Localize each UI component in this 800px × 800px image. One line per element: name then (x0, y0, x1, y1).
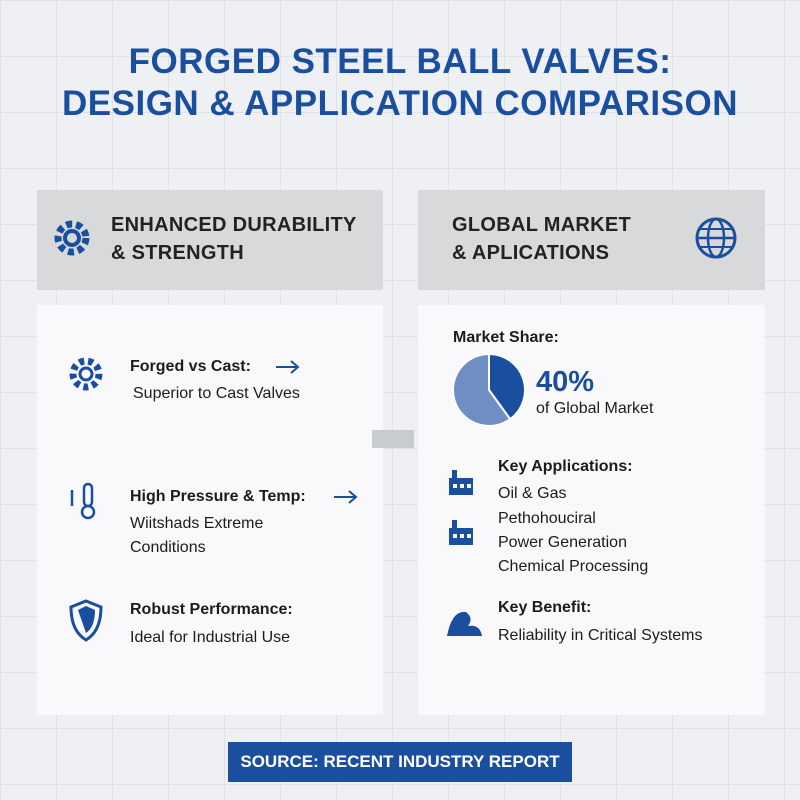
application: Chemical Processing (498, 558, 649, 575)
item-title: Forged vs Cast: (130, 358, 251, 375)
heading: ENHANCED DURABILITY (111, 214, 357, 236)
application: Pethohouciral (498, 510, 596, 527)
item-text: Wiitshads Extreme (130, 515, 264, 532)
footer: SOURCE: RECENT INDUSTRY REPORT (228, 742, 572, 782)
heading: & APLICATIONS (452, 242, 610, 264)
pie-rest (452, 352, 512, 427)
title: FORGED STEEL BALL VALVES: (128, 42, 672, 81)
market-share-label: Market Share: (453, 329, 559, 346)
item-title: Robust Performance: (130, 601, 293, 618)
benefit-text: Reliability in Critical Systems (498, 627, 703, 644)
market-share-value: 40% (536, 366, 595, 398)
application: Oil & Gas (498, 485, 567, 502)
heading: & STRENGTH (111, 242, 244, 264)
application: Power Generation (498, 534, 627, 551)
item-text: Conditions (130, 539, 206, 556)
heading: GLOBAL MARKET (452, 214, 632, 236)
applications-title: Key Applications: (498, 458, 633, 475)
pie-slice (488, 352, 526, 421)
benefit-title: Key Benefit: (498, 599, 592, 616)
item-text: Ideal for Industrial Use (130, 629, 291, 646)
title: DESIGN & APPLICATION COMPARISON (62, 84, 738, 123)
market-share-caption: of Global Market (536, 400, 654, 417)
item-title: High Pressure & Temp: (130, 488, 306, 505)
left-header (37, 190, 383, 290)
item-text: Superior to Cast Valves (133, 385, 300, 402)
